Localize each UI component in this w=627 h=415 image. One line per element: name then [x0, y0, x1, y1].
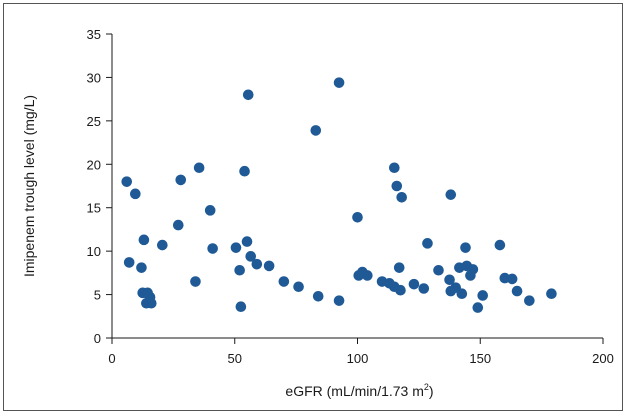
- data-point: [138, 234, 150, 246]
- data-point: [235, 301, 247, 313]
- data-point: [242, 89, 254, 101]
- data-point: [136, 262, 147, 273]
- data-point: [234, 264, 245, 276]
- data-point: [193, 162, 205, 174]
- data-point: [396, 191, 407, 203]
- data-point: [123, 257, 135, 268]
- data-point: [494, 239, 506, 251]
- y-tick-label: 0: [94, 331, 101, 346]
- data-point: [121, 176, 133, 187]
- x-tick-label: 50: [228, 351, 242, 366]
- x-tick-label: 200: [592, 351, 614, 366]
- data-point: [333, 77, 345, 88]
- data-point: [418, 283, 430, 294]
- y-tick-label: 15: [87, 201, 101, 216]
- data-point: [467, 264, 479, 275]
- data-point: [157, 239, 168, 251]
- data-point: [263, 260, 275, 272]
- y-tick-label: 10: [87, 244, 101, 259]
- data-point: [312, 291, 324, 302]
- x-axis-title-close: ): [429, 383, 434, 399]
- y-axis-title: Imipenem trough level (mg/L): [21, 95, 37, 277]
- y-tick-label: 35: [87, 27, 101, 42]
- axes: 0 5 10 15 20 25 30 35 0 50 100 150 200: [87, 27, 614, 366]
- data-point: [145, 297, 157, 309]
- data-point: [278, 276, 290, 287]
- data-point: [391, 180, 403, 192]
- data-point: [422, 238, 433, 249]
- data-point: [389, 162, 400, 174]
- data-point: [444, 274, 455, 286]
- data-point: [310, 125, 322, 136]
- data-point: [172, 219, 184, 231]
- data-point: [433, 264, 444, 276]
- data-point: [352, 211, 363, 223]
- data-point: [445, 189, 457, 200]
- x-axis-title-superscript: 2: [424, 382, 429, 392]
- x-axis-title: eGFR (mL/min/1.73 m2): [285, 382, 433, 399]
- data-point: [130, 188, 141, 200]
- data-point: [524, 295, 535, 306]
- y-tick-label: 30: [87, 70, 101, 85]
- x-tick-label: 150: [469, 351, 491, 366]
- data-point: [395, 284, 406, 296]
- data-point: [190, 276, 201, 287]
- x-tick-label: 0: [108, 351, 115, 366]
- y-tick-label: 20: [87, 157, 101, 172]
- data-point: [362, 270, 373, 281]
- data-point: [207, 243, 218, 254]
- data-point: [175, 174, 187, 186]
- data-point: [393, 262, 405, 273]
- data-point: [204, 205, 216, 216]
- data-point: [546, 288, 557, 300]
- data-point: [293, 281, 304, 293]
- scatter-chart: 0 5 10 15 20 25 30 35 0 50 100 150 200 Imipenem trou…: [21, 27, 614, 399]
- y-tick-label: 5: [94, 288, 101, 303]
- data-point: [511, 285, 523, 297]
- data-point: [460, 242, 471, 253]
- data-point: [506, 273, 518, 285]
- y-tick-label: 25: [87, 114, 101, 129]
- data-point: [456, 288, 468, 300]
- data-point: [241, 236, 253, 247]
- x-axis-title-main: eGFR (mL/min/1.73 m: [285, 383, 423, 399]
- data-point: [245, 251, 257, 262]
- chart-frame: 0 5 10 15 20 25 30 35 0 50 100 150 200 Imipenem trou…: [3, 3, 623, 411]
- data-point: [408, 278, 420, 290]
- data-point: [472, 302, 484, 313]
- data-point: [251, 258, 263, 270]
- data-point: [477, 290, 489, 301]
- data-point: [333, 295, 345, 306]
- x-tick-label: 100: [347, 351, 369, 366]
- data-point: [239, 165, 250, 177]
- data-points: [121, 77, 557, 313]
- data-point: [230, 242, 242, 253]
